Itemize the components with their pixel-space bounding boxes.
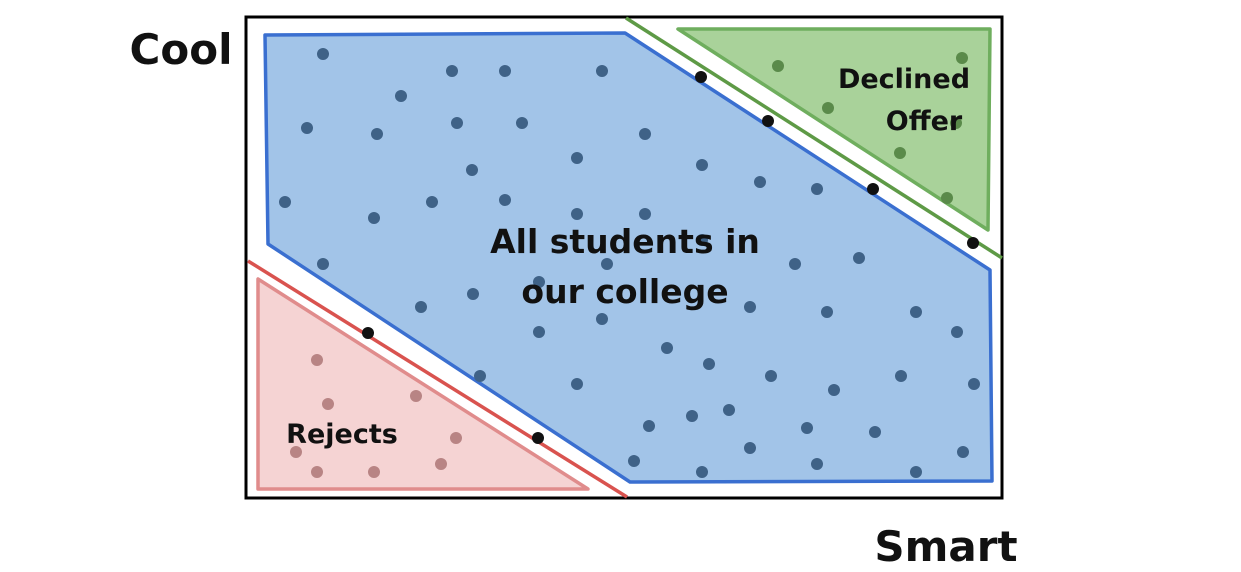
rejects-region — [256, 277, 590, 491]
college-student-dot — [596, 65, 608, 77]
declined-boundary-line — [625, 16, 1003, 260]
college-student-dot — [451, 117, 463, 129]
declined-offer-region — [676, 27, 992, 232]
declined-label-line2: Offer — [886, 106, 963, 137]
declined-student-dot — [941, 192, 953, 204]
boundary-student-dot — [532, 432, 544, 444]
college-student-dot — [951, 326, 963, 338]
college-label-line1: All students in — [490, 222, 760, 261]
college-student-dot — [811, 183, 823, 195]
college-student-dot — [499, 194, 511, 206]
college-student-dot — [895, 370, 907, 382]
college-student-dot — [789, 258, 801, 270]
declined-student-dot — [772, 60, 784, 72]
boundary-student-dot — [762, 115, 774, 127]
rejected-student-dot — [435, 458, 447, 470]
boundary-student-dot — [967, 237, 979, 249]
rejected-student-dot — [311, 354, 323, 366]
college-student-dot — [516, 117, 528, 129]
college-student-dot — [317, 258, 329, 270]
college-student-dot — [744, 442, 756, 454]
college-student-dot — [474, 370, 486, 382]
college-region — [263, 31, 994, 484]
college-student-dot — [811, 458, 823, 470]
college-student-dot — [801, 422, 813, 434]
college-student-dot — [639, 208, 651, 220]
college-student-dot — [765, 370, 777, 382]
rejected-student-dot — [322, 398, 334, 410]
college-student-dot — [821, 306, 833, 318]
college-student-dot — [639, 128, 651, 140]
college-student-dot — [696, 159, 708, 171]
college-student-dot — [533, 276, 545, 288]
college-student-dot — [910, 466, 922, 478]
rejected-student-dot — [290, 446, 302, 458]
college-student-dot — [601, 258, 613, 270]
college-student-dot — [754, 176, 766, 188]
college-student-dot — [853, 252, 865, 264]
boundary-student-dot — [867, 183, 879, 195]
college-student-dot — [696, 466, 708, 478]
college-student-dot — [571, 378, 583, 390]
college-student-dot — [869, 426, 881, 438]
declined-student-dot — [894, 147, 906, 159]
declined-student-dots — [772, 52, 968, 204]
college-student-dot — [499, 65, 511, 77]
college-student-dot — [957, 446, 969, 458]
college-student-dot — [828, 384, 840, 396]
college-student-dot — [466, 164, 478, 176]
college-student-dot — [596, 313, 608, 325]
college-student-dot — [368, 212, 380, 224]
college-student-dot — [446, 65, 458, 77]
rejects-label: Rejects — [286, 419, 398, 450]
college-student-dot — [395, 90, 407, 102]
college-student-dot — [279, 196, 291, 208]
college-student-dot — [723, 404, 735, 416]
college-student-dot — [371, 128, 383, 140]
college-student-dot — [426, 196, 438, 208]
college-student-dot — [317, 48, 329, 60]
college-student-dot — [661, 342, 673, 354]
college-student-dots — [279, 48, 980, 478]
college-student-dot — [968, 378, 980, 390]
boundary-student-dots — [362, 71, 979, 444]
college-student-dot — [686, 410, 698, 422]
rejected-student-dot — [410, 390, 422, 402]
college-student-dot — [628, 455, 640, 467]
college-student-dot — [703, 358, 715, 370]
rejected-student-dot — [450, 432, 462, 444]
college-student-dot — [571, 152, 583, 164]
rejects-boundary-line — [247, 259, 628, 499]
boundary-student-dot — [362, 327, 374, 339]
rejected-student-dot — [368, 466, 380, 478]
college-student-dot — [533, 326, 545, 338]
declined-student-dot — [822, 102, 834, 114]
declined-student-dot — [956, 52, 968, 64]
declined-student-dot — [950, 117, 962, 129]
rejected-student-dot — [311, 466, 323, 478]
college-student-dot — [571, 208, 583, 220]
boundary-student-dot — [695, 71, 707, 83]
college-student-dot — [301, 122, 313, 134]
college-student-dot — [696, 234, 708, 246]
college-student-dot — [415, 301, 427, 313]
y-axis-label: Cool — [130, 25, 233, 74]
declined-label-line1: Declined — [838, 64, 970, 95]
college-student-dot — [910, 306, 922, 318]
college-student-dot — [643, 420, 655, 432]
college-student-dot — [467, 288, 479, 300]
x-axis-label: Smart — [874, 522, 1017, 571]
college-label-line2: our college — [521, 272, 728, 311]
rejected-student-dots — [290, 354, 462, 478]
college-student-dot — [744, 301, 756, 313]
